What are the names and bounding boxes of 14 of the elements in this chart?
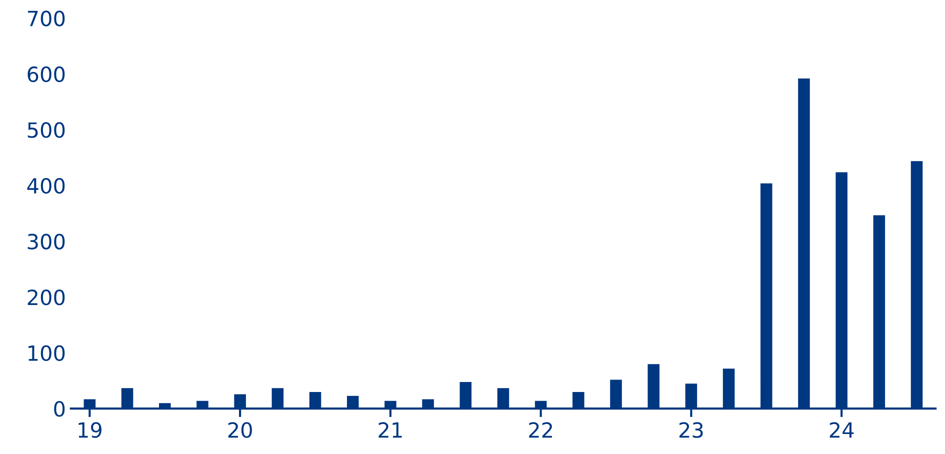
x-tick-label: 21 — [378, 422, 402, 438]
x-tick-label: 22 — [529, 422, 552, 438]
x-tick-label: 20 — [228, 422, 252, 438]
y-tick-label: 200 — [28, 290, 65, 306]
y-tick-label: 300 — [28, 234, 65, 250]
x-tick-label: 24 — [830, 422, 854, 438]
y-tick-label: 700 — [28, 10, 65, 26]
y-tick-label: 500 — [28, 122, 65, 138]
y-tick-label: 100 — [28, 345, 65, 362]
y-tick-label: 400 — [27, 178, 65, 194]
y-tick-label: 0 — [54, 401, 65, 417]
y-tick-label: 600 — [28, 66, 65, 82]
x-tick-label: 19 — [78, 422, 102, 438]
x-tick-label: 23 — [679, 422, 703, 438]
